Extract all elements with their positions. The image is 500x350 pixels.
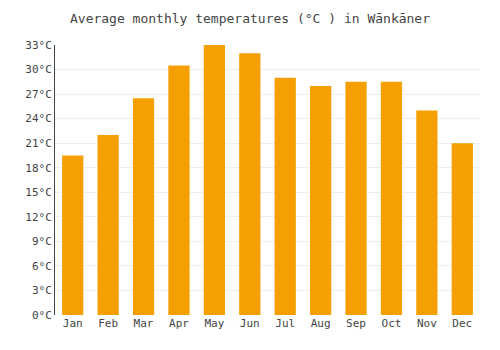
svg-text:Mar: Mar — [134, 317, 154, 330]
svg-text:Apr: Apr — [169, 317, 189, 330]
svg-text:18°C: 18°C — [25, 162, 52, 175]
svg-text:30°C: 30°C — [25, 63, 52, 76]
svg-text:Feb: Feb — [98, 317, 118, 330]
svg-text:3°C: 3°C — [32, 284, 52, 297]
svg-text:Jan: Jan — [63, 317, 83, 330]
svg-text:Sep: Sep — [346, 317, 366, 330]
svg-text:0°C: 0°C — [32, 309, 52, 322]
svg-text:33°C: 33°C — [25, 39, 52, 52]
svg-text:Dec: Dec — [452, 317, 472, 330]
svg-text:12°C: 12°C — [25, 211, 52, 224]
svg-text:Nov: Nov — [417, 317, 437, 330]
svg-text:9°C: 9°C — [32, 235, 52, 248]
svg-text:Average monthly temperatures (: Average monthly temperatures (°C ) in Wā… — [70, 11, 430, 26]
svg-text:6°C: 6°C — [32, 260, 52, 273]
svg-text:27°C: 27°C — [25, 88, 52, 101]
svg-text:21°C: 21°C — [25, 137, 52, 150]
svg-text:24°C: 24°C — [25, 112, 52, 125]
svg-text:15°C: 15°C — [25, 186, 52, 199]
svg-text:Jul: Jul — [275, 317, 295, 330]
svg-text:Aug: Aug — [311, 317, 331, 330]
svg-text:Jun: Jun — [240, 317, 260, 330]
svg-text:May: May — [204, 317, 224, 330]
svg-text:Oct: Oct — [382, 317, 402, 330]
